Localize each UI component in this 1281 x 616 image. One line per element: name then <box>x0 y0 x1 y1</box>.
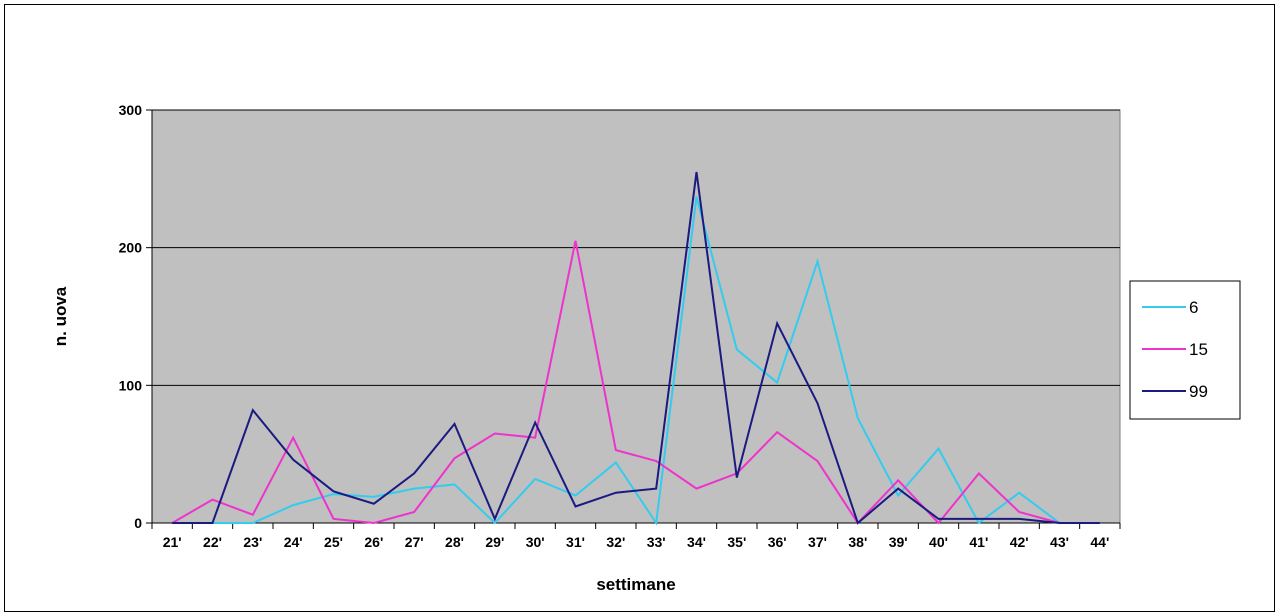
x-tick-label: 21' <box>163 534 182 550</box>
x-tick-label: 27' <box>405 534 424 550</box>
y-tick-label: 200 <box>119 240 143 256</box>
x-tick-label: 41' <box>969 534 988 550</box>
x-tick-label: 30' <box>526 534 545 550</box>
legend-label-99: 99 <box>1189 382 1208 401</box>
x-tick-label: 37' <box>808 534 827 550</box>
x-tick-label: 36' <box>768 534 787 550</box>
plot-area <box>151 109 1121 524</box>
x-tick-label: 42' <box>1010 534 1029 550</box>
x-tick-label: 40' <box>929 534 948 550</box>
series-line-15 <box>171 240 1100 525</box>
y-tick-label: 0 <box>134 515 142 531</box>
legend-label-6: 6 <box>1189 298 1198 317</box>
x-tick-label: 26' <box>364 534 383 550</box>
legend-label-15: 15 <box>1189 340 1208 359</box>
x-tick-label: 35' <box>727 534 746 550</box>
x-tick-label: 25' <box>324 534 343 550</box>
x-tick-label: 44' <box>1090 534 1109 550</box>
series-line-6 <box>172 196 1100 526</box>
x-tick-label: 22' <box>203 534 222 550</box>
x-tick-label: 23' <box>243 534 262 550</box>
x-tick-label: 33' <box>647 534 666 550</box>
x-axis-title: settimane <box>596 575 675 594</box>
series-line-99 <box>172 171 1100 525</box>
x-tick-label: 39' <box>889 534 908 550</box>
legend: 6 15 99 <box>1129 280 1241 420</box>
x-tick-labels: 21' 22' 23' 24' 25' 26' 27' 28' 29' 30' 31' 32' 33' 3… <box>163 534 1110 550</box>
y-tick-label: 300 <box>119 102 143 118</box>
x-tick-label: 32' <box>606 534 625 550</box>
x-tick-label: 43' <box>1050 534 1069 550</box>
gridlines <box>152 109 1120 386</box>
axes <box>146 109 1121 529</box>
x-tick-label: 28' <box>445 534 464 550</box>
x-tick-label: 24' <box>284 534 303 550</box>
y-tick-labels: 0 100 200 300 <box>119 102 143 531</box>
x-tick-label: 31' <box>566 534 585 550</box>
x-tick-label: 34' <box>687 534 706 550</box>
y-tick-label: 100 <box>119 377 143 393</box>
y-axis-title: n. uova <box>51 286 70 346</box>
x-tick-label: 38' <box>848 534 867 550</box>
series-lines <box>171 171 1100 526</box>
x-tick-label: 29' <box>485 534 504 550</box>
